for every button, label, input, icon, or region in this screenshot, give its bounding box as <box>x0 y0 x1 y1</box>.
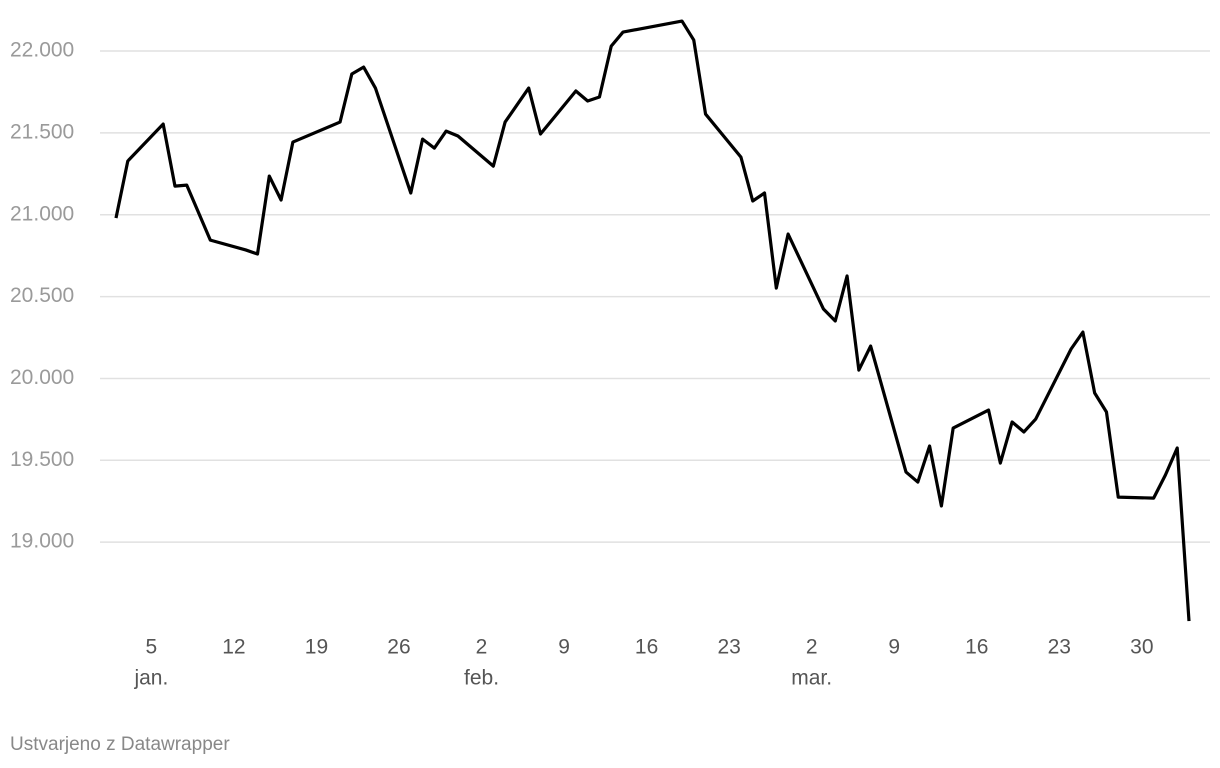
x-tick-label: 23 <box>1048 636 1071 659</box>
x-tick-label: 16 <box>635 636 658 659</box>
x-month-label: mar. <box>791 667 832 690</box>
x-tick-label: 12 <box>222 636 245 659</box>
x-tick-label: 19 <box>305 636 328 659</box>
y-tick-label: 21.500 <box>10 120 74 143</box>
y-tick-label: 19.000 <box>10 530 74 553</box>
y-tick-label: 20.000 <box>10 366 74 389</box>
x-tick-label: 30 <box>1130 636 1153 659</box>
x-tick-label: 23 <box>717 636 740 659</box>
y-tick-label: 22.000 <box>10 39 74 62</box>
y-tick-label: 20.500 <box>10 284 74 307</box>
y-tick-label: 19.500 <box>10 448 74 471</box>
x-tick-label: 2 <box>806 636 818 659</box>
x-tick-label: 16 <box>965 636 988 659</box>
x-month-label: feb. <box>464 667 499 690</box>
y-tick-label: 21.000 <box>10 202 74 225</box>
x-month-label: jan. <box>133 667 168 690</box>
footer: Ustvarjeno z Datawrapper <box>10 734 230 755</box>
line <box>114 19 1191 622</box>
x-tick-label: 2 <box>476 636 488 659</box>
x-tick-label: 9 <box>888 636 900 659</box>
x-tick-label: 9 <box>558 636 570 659</box>
x-tick-label: 5 <box>146 636 158 659</box>
x-tick-label: 26 <box>387 636 410 659</box>
